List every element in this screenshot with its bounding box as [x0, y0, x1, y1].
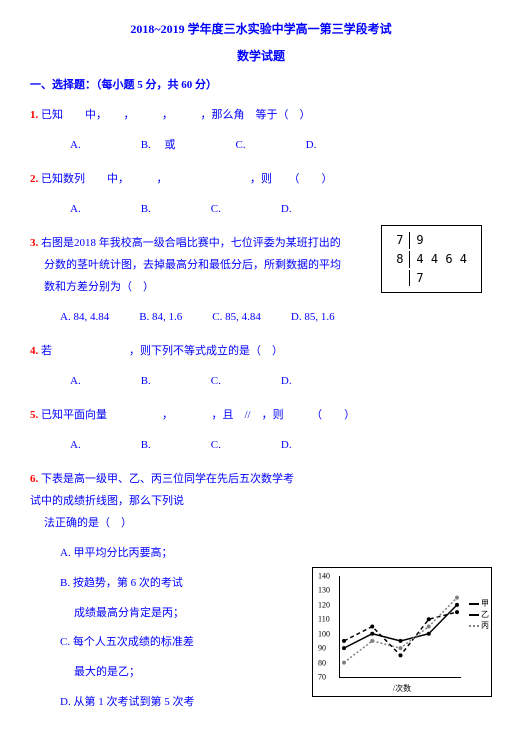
q5-opt-c: C.: [211, 434, 221, 456]
ytick: 110: [318, 615, 330, 624]
chart-plot-area: 140130120110100908070: [339, 576, 461, 678]
q6-opt-c2: 最大的是乙；: [74, 663, 302, 683]
q3-options: A. 84, 4.84 B. 84, 1.6 C. 85, 4.84 D. 85…: [60, 306, 372, 328]
chart-svg: [340, 576, 461, 677]
q3-opt-b: B. 84, 1.6: [139, 306, 182, 328]
q6-line2: 法正确的是（ ）: [44, 517, 132, 529]
q4-num: 4.: [30, 345, 38, 357]
q3-opt-a: A. 84, 4.84: [60, 306, 109, 328]
q5-opt-a: A.: [70, 434, 81, 456]
q5-num: 5.: [30, 409, 38, 421]
ytick: 90: [318, 644, 326, 653]
question-1: 1. 已知 中， ， ， ，那么角 等于（ ） A. B. 或 C. D.: [30, 104, 492, 156]
q2-text: 已知数列 中， ， ，则 （ ）: [41, 173, 333, 185]
ytick: 100: [318, 629, 330, 638]
q6-opt-d: D. 从第 1 次考试到第 5 次考: [60, 693, 302, 713]
exam-title-1: 2018~2019 学年度三水实验中学高一第三学段考试: [30, 20, 492, 37]
q3-line3: 数和方差分别为（ ）: [44, 281, 154, 293]
sl-r2-leaf: 4 4 6 4: [409, 251, 471, 268]
q6-opt-b2: 成绩最高分肯定是丙；: [74, 604, 302, 624]
sl-r3-leaf: 7: [409, 270, 471, 287]
ytick: 80: [318, 658, 326, 667]
q1-options: A. B. 或 C. D.: [70, 134, 492, 156]
chart-legend: 甲 乙 丙: [469, 598, 489, 632]
q1-text: 已知 中， ， ， ，那么角 等于（ ）: [41, 109, 311, 121]
q3-opt-c: C. 85, 4.84: [212, 306, 261, 328]
chart-xlabel: /次数: [393, 683, 411, 694]
q6-line1: 下表是高一级甲、乙、丙三位同学在先后五次数学考试中的成绩折线图，那么下列说: [30, 473, 294, 507]
q6-opt-a: A. 甲平均分比丙要高；: [60, 544, 302, 564]
line-chart: 140130120110100908070 甲 乙 丙 /次数: [312, 567, 492, 697]
q4-opt-d: D.: [281, 370, 292, 392]
sl-r1-leaf: 9: [409, 232, 471, 249]
sl-r1-stem: 7: [392, 232, 407, 249]
q4-text: 若 ，则下列不等式成立的是（ ）: [41, 345, 283, 357]
q1-opt-c: C.: [236, 134, 246, 156]
question-2: 2. 已知数列 中， ， ，则 （ ） A. B. C. D.: [30, 168, 492, 220]
q2-options: A. B. C. D.: [70, 198, 492, 220]
q2-opt-c: C.: [211, 198, 221, 220]
q4-options: A. B. C. D.: [70, 370, 492, 392]
q1-opt-a: A.: [70, 134, 81, 156]
legend-jia-label: 甲: [481, 598, 489, 609]
q5-text: 已知平面向量 ， ，且 // ，则 （ ）: [41, 409, 355, 421]
q1-opt-b: B. 或: [141, 134, 176, 156]
q2-opt-d: D.: [281, 198, 292, 220]
sl-r2-stem: 8: [392, 251, 407, 268]
q4-opt-a: A.: [70, 370, 81, 392]
q2-opt-b: B.: [141, 198, 151, 220]
section-1-header: 一、选择题：（每小题 5 分，共 60 分）: [30, 76, 492, 92]
exam-title-2: 数学试题: [30, 47, 492, 64]
legend-yi: 乙: [469, 609, 489, 620]
q4-opt-c: C.: [211, 370, 221, 392]
legend-bing: 丙: [469, 620, 489, 631]
q1-num: 1.: [30, 109, 38, 121]
ytick: 70: [318, 673, 326, 682]
q6-opt-c: C. 每个人五次成绩的标准差: [60, 633, 302, 653]
q3-line2: 分数的茎叶统计图，去掉最高分和最低分后，所剩数据的平均: [44, 259, 341, 271]
question-4: 4. 若 ，则下列不等式成立的是（ ） A. B. C. D.: [30, 340, 492, 392]
sl-r3-stem: [392, 270, 407, 287]
q5-options: A. B. C. D.: [70, 434, 492, 456]
legend-yi-label: 乙: [481, 609, 489, 620]
ytick: 140: [318, 572, 330, 581]
q3-opt-d: D. 85, 1.6: [291, 306, 335, 328]
q6-opt-b: B. 按趋势，第 6 次的考试: [60, 574, 302, 594]
q4-opt-b: B.: [141, 370, 151, 392]
q3-num: 3.: [30, 237, 38, 249]
ytick: 120: [318, 600, 330, 609]
q5-opt-b: B.: [141, 434, 151, 456]
legend-bing-label: 丙: [481, 620, 489, 631]
q2-opt-a: A.: [70, 198, 81, 220]
stem-leaf-plot: 79 84 4 6 4 7: [381, 225, 482, 293]
q3-line1: 右图是2018 年我校高一级合唱比赛中，七位评委为某班打出的: [41, 237, 341, 249]
legend-jia: 甲: [469, 598, 489, 609]
q5-opt-d: D.: [281, 434, 292, 456]
q2-num: 2.: [30, 173, 38, 185]
q6-num: 6.: [30, 473, 38, 485]
q1-opt-d: D.: [306, 134, 317, 156]
ytick: 130: [318, 586, 330, 595]
question-5: 5. 已知平面向量 ， ，且 // ，则 （ ） A. B. C. D.: [30, 404, 492, 456]
